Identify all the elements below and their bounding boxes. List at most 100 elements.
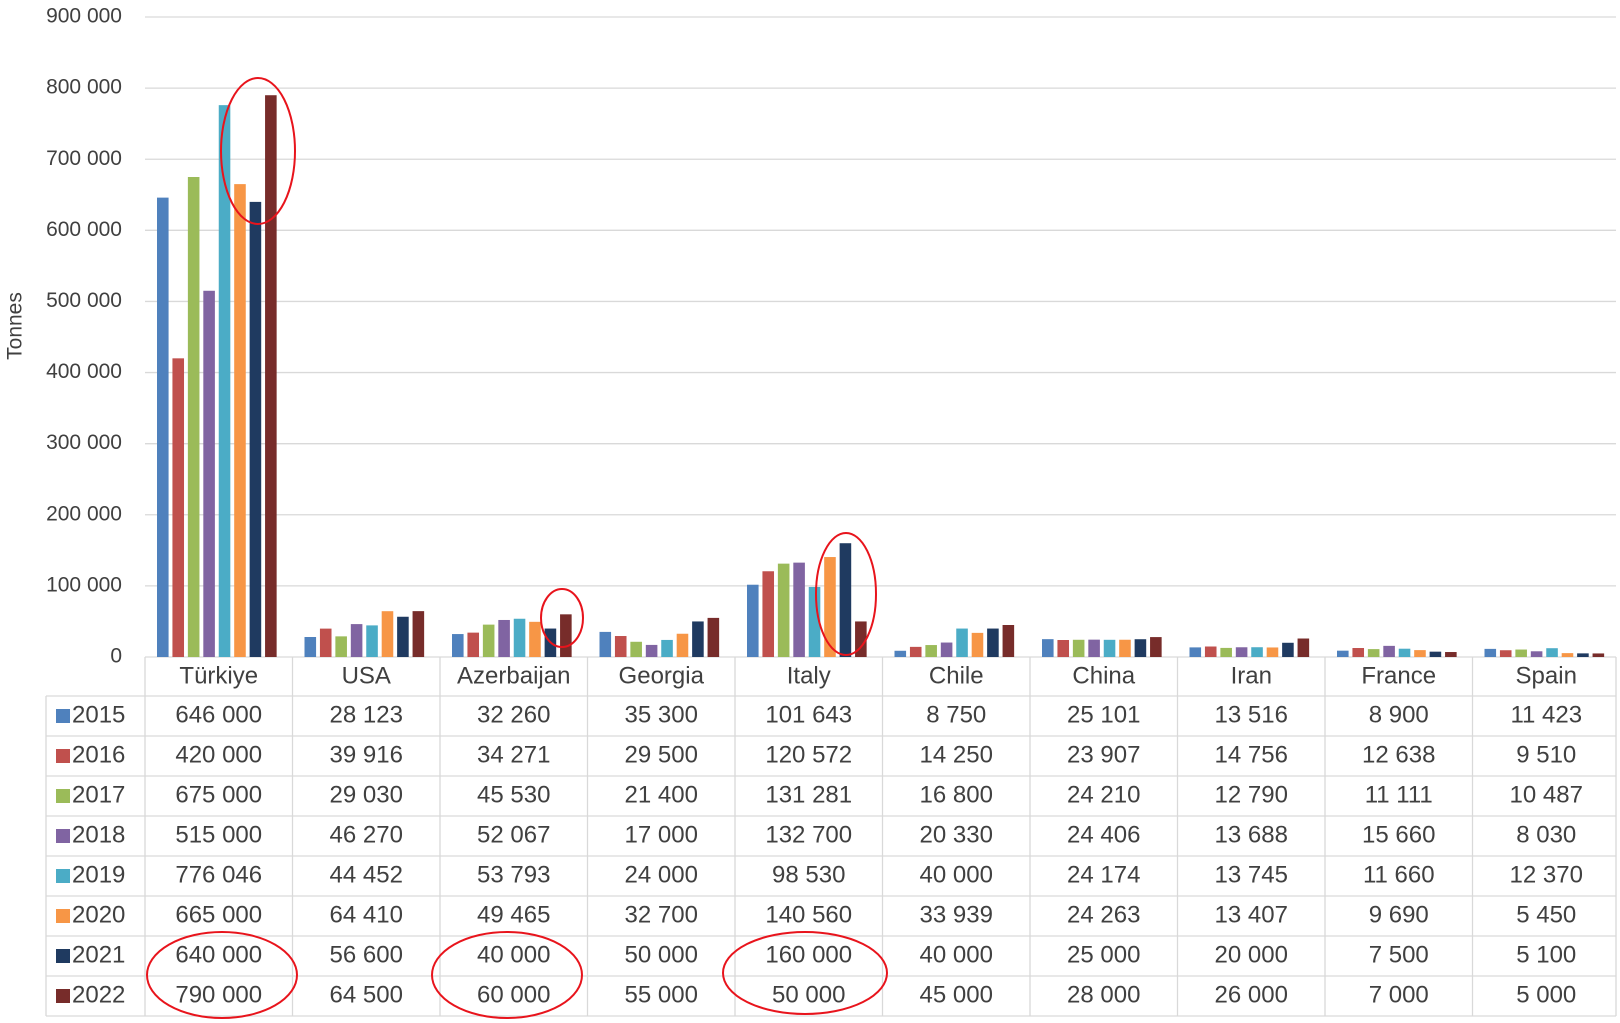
bar xyxy=(762,571,775,657)
x-tick-label: Italy xyxy=(787,662,831,689)
data-label: 40 000 xyxy=(477,941,550,968)
data-label: 132 700 xyxy=(765,821,852,848)
x-tick-label: Iran xyxy=(1231,662,1272,689)
data-label: 46 270 xyxy=(330,821,403,848)
bar xyxy=(661,639,673,657)
data-label: 24 406 xyxy=(1067,821,1140,848)
data-label: 675 000 xyxy=(175,781,262,808)
data-label: 29 500 xyxy=(625,741,698,768)
y-tick-label: 400 000 xyxy=(46,360,122,383)
bar xyxy=(1445,652,1457,657)
data-label: 11 111 xyxy=(1365,781,1433,808)
data-label: 11 423 xyxy=(1510,701,1582,728)
bar xyxy=(909,646,922,657)
legend-label: 2016 xyxy=(72,741,125,768)
bar xyxy=(1072,639,1085,657)
bar xyxy=(1592,653,1605,657)
bar xyxy=(1484,648,1497,657)
data-label: 52 067 xyxy=(477,821,550,848)
bar xyxy=(157,197,169,657)
data-label: 5 000 xyxy=(1516,981,1576,1008)
data-label: 120 572 xyxy=(765,741,852,768)
legend-label: 2015 xyxy=(72,701,125,728)
y-tick-label: 900 000 xyxy=(46,5,122,28)
bar xyxy=(855,621,867,657)
data-label: 776 046 xyxy=(175,861,262,888)
data-label: 55 000 xyxy=(625,981,698,1008)
data-label: 13 516 xyxy=(1215,701,1288,728)
bar xyxy=(498,619,510,657)
x-tick-label: China xyxy=(1072,662,1135,689)
data-label: 646 000 xyxy=(175,701,262,728)
bar xyxy=(381,611,394,657)
x-tick-label: France xyxy=(1361,662,1436,689)
legend-swatch xyxy=(56,949,70,963)
bar xyxy=(707,617,720,657)
data-label: 50 000 xyxy=(772,981,845,1008)
highlight-ellipse xyxy=(146,931,298,1019)
y-tick-label: 600 000 xyxy=(46,218,122,241)
data-label: 50 000 xyxy=(625,941,698,968)
legend-label: 2019 xyxy=(72,861,125,888)
bar xyxy=(397,616,409,657)
bar xyxy=(1499,650,1512,657)
bar xyxy=(187,177,200,657)
data-label: 14 250 xyxy=(920,741,993,768)
data-label: 665 000 xyxy=(175,901,262,928)
data-label: 5 100 xyxy=(1516,941,1576,968)
bar xyxy=(265,95,277,657)
y-tick-label: 500 000 xyxy=(46,289,122,312)
x-tick-label: Azerbaijan xyxy=(457,662,570,689)
bar xyxy=(467,632,480,657)
y-axis-label: Tonnes xyxy=(4,292,27,360)
data-label: 45 530 xyxy=(477,781,550,808)
bar xyxy=(304,637,317,657)
data-label: 12 370 xyxy=(1510,861,1583,888)
data-label: 13 745 xyxy=(1215,861,1288,888)
data-label: 13 688 xyxy=(1215,821,1288,848)
bar xyxy=(335,636,347,657)
bar xyxy=(249,201,262,657)
bar xyxy=(1398,648,1411,657)
bar xyxy=(645,644,658,657)
data-label: 64 410 xyxy=(330,901,403,928)
bar xyxy=(1119,639,1131,657)
data-label: 140 560 xyxy=(765,901,852,928)
bar xyxy=(1282,642,1294,657)
data-label: 8 750 xyxy=(926,701,986,728)
legend-label: 2018 xyxy=(72,821,125,848)
bar xyxy=(971,632,984,657)
x-tick-label: Spain xyxy=(1516,662,1577,689)
bar xyxy=(1352,648,1365,657)
bar xyxy=(513,618,526,657)
data-label: 40 000 xyxy=(920,861,993,888)
y-tick-label: 0 xyxy=(110,645,122,668)
data-label: 20 330 xyxy=(920,821,993,848)
data-label: 640 000 xyxy=(175,941,262,968)
data-label: 28 000 xyxy=(1067,981,1140,1008)
data-label: 10 487 xyxy=(1510,781,1583,808)
bar xyxy=(925,645,937,657)
data-label: 12 790 xyxy=(1215,781,1288,808)
bar xyxy=(412,611,425,657)
x-tick-label: USA xyxy=(342,662,391,689)
bar xyxy=(1235,647,1248,657)
bar xyxy=(1204,646,1217,657)
data-label: 515 000 xyxy=(175,821,262,848)
bar xyxy=(203,290,215,657)
data-label: 7 000 xyxy=(1369,981,1429,1008)
bar xyxy=(824,557,836,657)
data-label: 44 452 xyxy=(330,861,403,888)
legend-swatch xyxy=(56,829,70,843)
bar xyxy=(1383,645,1395,657)
bar xyxy=(172,358,185,657)
highlight-ellipse xyxy=(431,931,583,1019)
data-label: 56 600 xyxy=(330,941,403,968)
bar xyxy=(1189,647,1202,657)
data-label: 35 300 xyxy=(625,701,698,728)
bar xyxy=(366,625,378,657)
data-label: 101 643 xyxy=(765,701,852,728)
bar xyxy=(218,105,231,657)
legend-swatch xyxy=(56,709,70,723)
